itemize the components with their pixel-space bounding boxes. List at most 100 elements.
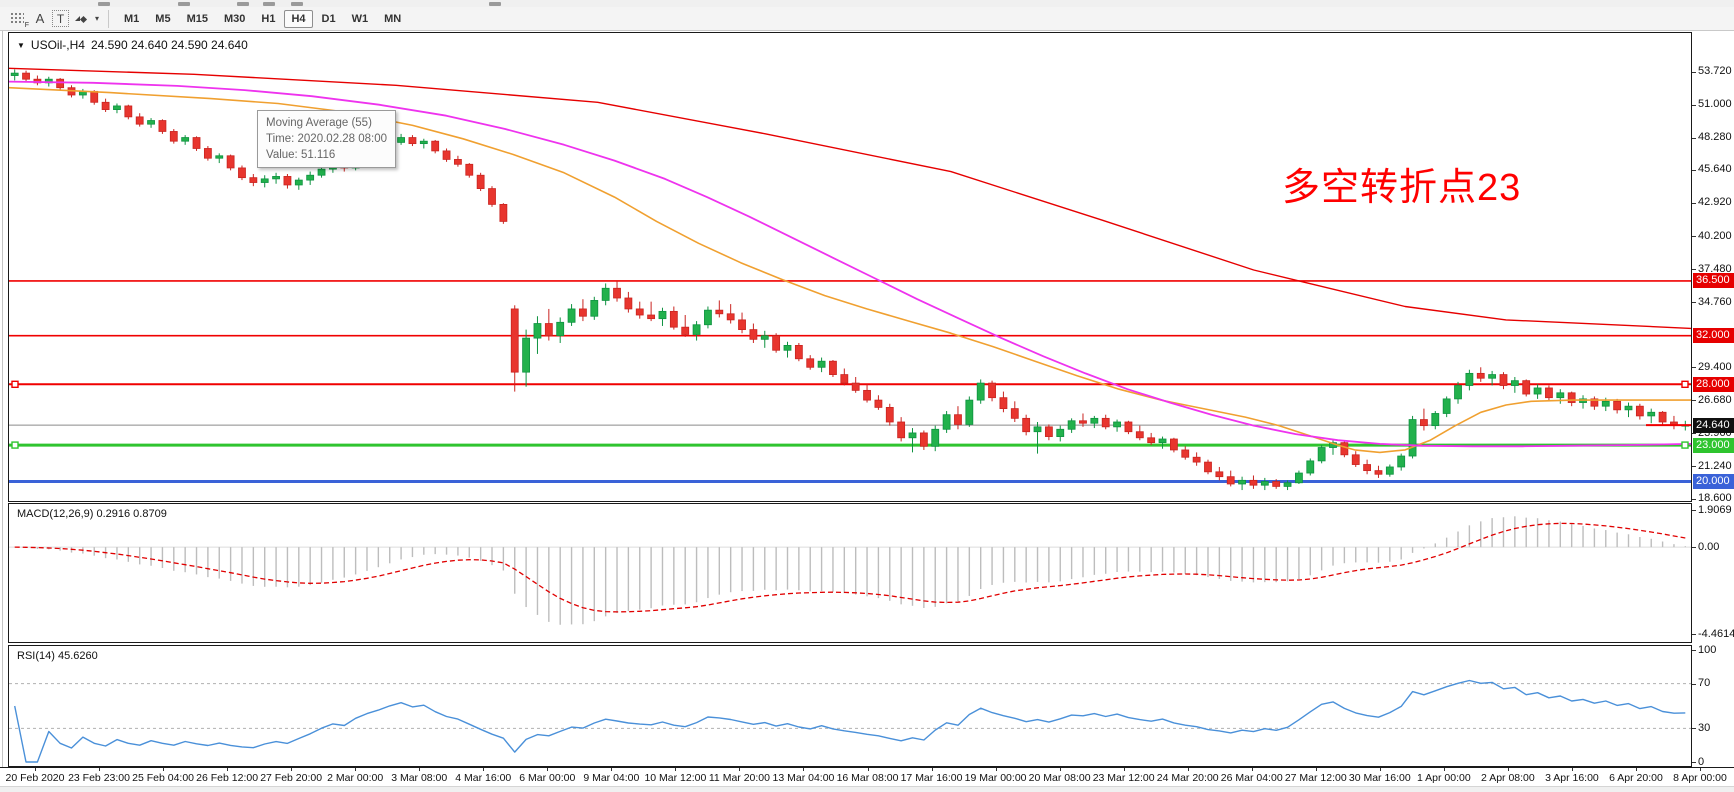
timeframe-button-w1[interactable]: W1 bbox=[345, 10, 376, 28]
moving-average-line-1[interactable] bbox=[9, 80, 1691, 448]
time-axis-label: 25 Feb 04:00 bbox=[132, 772, 195, 784]
time-tick-mark bbox=[867, 768, 869, 771]
time-axis-label: 20 Feb 2020 bbox=[5, 772, 65, 784]
time-tick-mark bbox=[1187, 768, 1189, 771]
rsi-tick-mark bbox=[1692, 650, 1696, 651]
time-axis-label: 19 Mar 00:00 bbox=[964, 772, 1027, 784]
candle-body bbox=[1340, 442, 1349, 456]
candle-body bbox=[113, 105, 121, 110]
macd-label: MACD(12,26,9) 0.2916 0.8709 bbox=[17, 508, 167, 520]
time-axis-label: 13 Mar 04:00 bbox=[772, 772, 835, 784]
price-tick-mark bbox=[1692, 169, 1696, 171]
candle-body bbox=[954, 414, 962, 425]
candle-body bbox=[1056, 428, 1065, 437]
time-tick-mark bbox=[1379, 768, 1381, 771]
macd-tick-label: 0.00 bbox=[1698, 540, 1720, 553]
price-tick-label: 26.680 bbox=[1698, 393, 1732, 406]
time-tick-mark bbox=[483, 768, 485, 771]
rsi-indicator-panel[interactable]: RSI(14) 45.6260 bbox=[8, 645, 1692, 767]
indicator-tooltip: Moving Average (55) Time: 2020.02.28 08:… bbox=[257, 110, 397, 168]
time-axis[interactable]: 20 Feb 2020 23 Feb 23:00 25 Feb 04:00 26 Fe… bbox=[0, 767, 1734, 786]
time-tick-mark bbox=[1123, 768, 1125, 771]
macd-plot[interactable] bbox=[9, 504, 1691, 642]
timeframe-button-m30[interactable]: M30 bbox=[217, 10, 252, 28]
main-chart-panel[interactable]: ▼ USOil-,H4 24.590 24.640 24.590 24.640 bbox=[8, 32, 1692, 502]
timeframe-button-m1[interactable]: M1 bbox=[117, 10, 146, 28]
candle-body bbox=[1079, 420, 1087, 424]
timeframe-button-h1[interactable]: H1 bbox=[254, 10, 282, 28]
toolbar-separator bbox=[108, 9, 110, 28]
rsi-tick-mark bbox=[1692, 762, 1696, 763]
time-axis-label: 11 Mar 20:00 bbox=[708, 772, 770, 784]
rsi-tick-label: 30 bbox=[1698, 721, 1711, 734]
rsi-tick-mark bbox=[1692, 683, 1696, 685]
timeframe-button-m5[interactable]: M5 bbox=[148, 10, 177, 28]
candle-body bbox=[692, 324, 701, 335]
collapse-icon[interactable]: ▼ bbox=[17, 40, 25, 50]
candle-body bbox=[260, 178, 269, 183]
candlestick-plot[interactable] bbox=[9, 33, 1691, 501]
text-tool-icon[interactable]: A bbox=[35, 11, 45, 26]
candle-body bbox=[306, 174, 315, 181]
time-tick-mark bbox=[1635, 768, 1637, 771]
candle-body bbox=[1351, 454, 1360, 465]
time-tick-mark bbox=[995, 768, 997, 771]
timeframe-button-h4[interactable]: H4 bbox=[284, 9, 313, 28]
candle-body bbox=[1226, 476, 1235, 485]
shapes-dropdown-caret-icon[interactable]: ▾ bbox=[95, 14, 100, 23]
line-handle[interactable] bbox=[1681, 380, 1689, 389]
timeframe-button-d1[interactable]: D1 bbox=[315, 10, 343, 28]
timeframe-button-m15[interactable]: M15 bbox=[180, 10, 215, 28]
timeframe-button-mn[interactable]: MN bbox=[377, 10, 408, 28]
candle-body bbox=[635, 308, 644, 316]
tooltip-time: Time: 2020.02.28 08:00 bbox=[266, 133, 388, 145]
candle-body bbox=[465, 163, 474, 176]
candle-body bbox=[488, 188, 496, 205]
candle-body bbox=[1317, 447, 1326, 462]
candle-body bbox=[1385, 466, 1394, 475]
label-tool-icon[interactable]: T bbox=[52, 10, 69, 27]
candle-body bbox=[669, 310, 678, 328]
candle-body bbox=[249, 177, 258, 183]
moving-average-line-0[interactable] bbox=[9, 86, 1691, 454]
candle-body bbox=[601, 287, 610, 301]
line-handle[interactable] bbox=[1681, 441, 1689, 449]
cropped-icon-fragment bbox=[291, 2, 303, 6]
moving-average-line-2[interactable] bbox=[9, 67, 1691, 330]
candle-body bbox=[976, 382, 985, 401]
candle-body bbox=[10, 72, 19, 76]
price-level-badge: 36.500 bbox=[1693, 273, 1734, 289]
candle-body bbox=[1442, 398, 1451, 414]
rsi-tick-mark bbox=[1692, 728, 1696, 730]
candle-body bbox=[1169, 438, 1178, 451]
macd-indicator-panel[interactable]: MACD(12,26,9) 0.2916 0.8709 bbox=[8, 503, 1692, 643]
time-tick-mark bbox=[675, 768, 677, 771]
candle-body bbox=[1135, 431, 1144, 439]
macd-tick-mark bbox=[1692, 547, 1696, 549]
candle-body bbox=[544, 323, 553, 337]
candle-body bbox=[1601, 400, 1610, 407]
macd-tick-mark bbox=[1692, 510, 1696, 511]
price-level-badge: 28.000 bbox=[1693, 376, 1734, 392]
price-level-badge: 20.000 bbox=[1693, 474, 1734, 490]
price-tick-mark bbox=[1692, 498, 1696, 500]
candle-body bbox=[1033, 426, 1042, 433]
candle-body bbox=[726, 313, 735, 321]
candle-body bbox=[510, 308, 519, 373]
candle-body bbox=[454, 159, 462, 165]
candle-body bbox=[397, 137, 405, 143]
rsi-plot[interactable] bbox=[9, 646, 1691, 766]
indicators-grid-icon[interactable]: F bbox=[10, 12, 29, 29]
time-axis-label: 9 Mar 04:00 bbox=[583, 772, 640, 784]
time-tick-mark bbox=[291, 768, 293, 771]
price-tick-label: 40.200 bbox=[1698, 229, 1732, 242]
candle-body bbox=[919, 432, 928, 447]
line-handle[interactable] bbox=[11, 441, 19, 449]
line-handle[interactable] bbox=[11, 380, 19, 389]
candle-body bbox=[1499, 374, 1508, 386]
time-tick-mark bbox=[1315, 768, 1317, 771]
shapes-tool-icon[interactable] bbox=[71, 10, 91, 28]
candle-body bbox=[1658, 411, 1667, 423]
price-tick-mark bbox=[1692, 400, 1696, 402]
